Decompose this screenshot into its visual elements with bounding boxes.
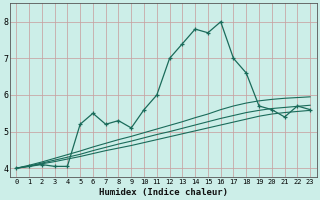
X-axis label: Humidex (Indice chaleur): Humidex (Indice chaleur) <box>99 188 228 197</box>
